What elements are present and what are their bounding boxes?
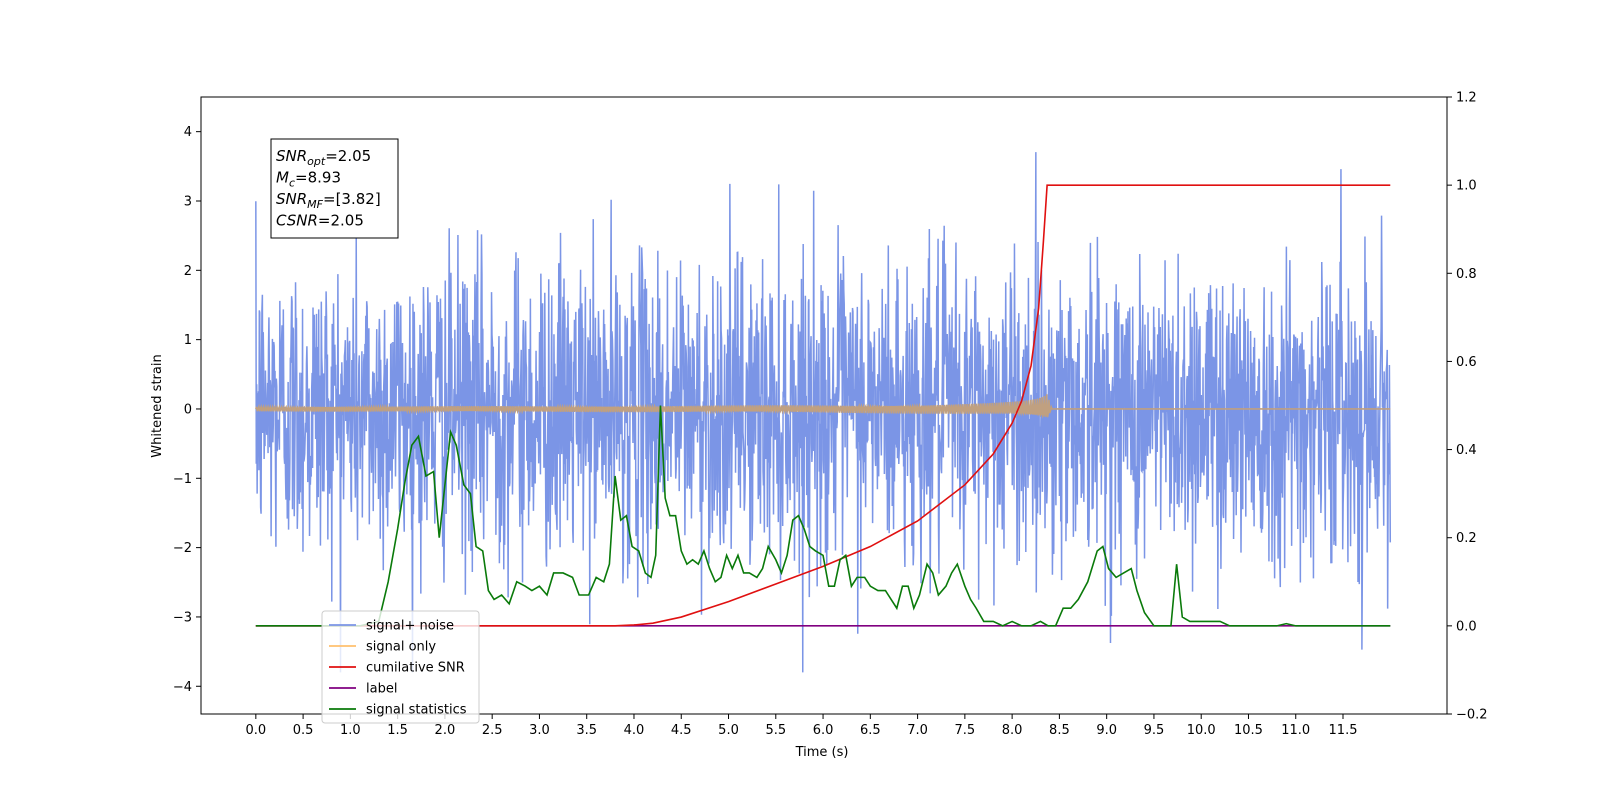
y-axis-label: Whitened strain [150, 354, 165, 457]
x-tick-label: 7.5 [955, 723, 976, 738]
x-tick-label: 10.0 [1187, 723, 1216, 738]
x-tick-label: 3.5 [576, 723, 597, 738]
x-tick-label: 0.0 [245, 723, 266, 738]
legend-label: signal only [366, 640, 436, 655]
x-tick-label: 0.5 [293, 723, 314, 738]
x-tick-label: 5.0 [718, 723, 739, 738]
series-signal-only [255, 394, 1391, 419]
x-tick-label: 2.0 [435, 723, 456, 738]
series-signal-statistics [255, 405, 1391, 627]
annotation-frame [270, 138, 399, 239]
x-tick-label: 6.0 [813, 723, 834, 738]
legend-frame [321, 610, 480, 724]
x-tick-label: 6.5 [860, 723, 881, 738]
x-axis: 0.0 0.5 1.0 1.5 2.0 2.5 3.0 3.5 4.0 4.5 5.0 5.5 6.0 6… [245, 714, 1357, 738]
series-signal-noise [255, 152, 1392, 673]
x-axis-label: Time (s) [795, 745, 849, 760]
annotation-line: Mc=8.93 [276, 169, 341, 190]
annotation-line: CSNR=2.05 [276, 212, 364, 230]
series-cumulative-snr [255, 184, 1391, 627]
x-tick-label: 4.5 [671, 723, 692, 738]
y2-tick-label: −0.2 [1456, 708, 1488, 723]
x-tick-label: 10.5 [1234, 723, 1263, 738]
y-tick-label: −4 [173, 680, 192, 695]
x-tick-label: 7.0 [907, 723, 928, 738]
legend-label: signal+ noise [366, 619, 454, 634]
plot-frame [200, 96, 1448, 715]
x-tick-label: 9.0 [1096, 723, 1117, 738]
x-tick-label: 8.5 [1049, 723, 1070, 738]
y-axis: −4 −3 −2 −1 0 1 2 3 4 [173, 125, 201, 695]
y-tick-label: −3 [173, 610, 192, 625]
y2-tick-label: 1.0 [1456, 179, 1477, 194]
y-tick-label: 0 [184, 402, 192, 417]
annotation-line: SNRMF=[3.82] [276, 190, 381, 211]
x-tick-label: 8.0 [1002, 723, 1023, 738]
x-tick-label: 2.5 [482, 723, 503, 738]
legend-label: label [366, 682, 397, 697]
y-tick-label: 1 [184, 333, 192, 348]
legend-label: cumilative SNR [366, 661, 465, 676]
x-tick-label: 3.0 [529, 723, 550, 738]
y2-axis: −0.2 0.0 0.2 0.4 0.6 0.8 1.0 1.2 [1447, 91, 1488, 723]
x-tick-label: 1.0 [340, 723, 361, 738]
y-tick-label: −2 [173, 541, 192, 556]
y2-tick-label: 0.0 [1456, 619, 1477, 634]
y2-tick-label: 0.2 [1456, 531, 1477, 546]
y2-tick-label: 0.4 [1456, 443, 1477, 458]
x-tick-label: 11.5 [1329, 723, 1358, 738]
annotation-line: SNRopt=2.05 [276, 147, 371, 168]
y-tick-label: −1 [173, 472, 192, 487]
y-tick-label: 3 [184, 194, 192, 209]
y-tick-label: 4 [184, 125, 192, 140]
x-tick-label: 4.0 [624, 723, 645, 738]
y2-tick-label: 0.6 [1456, 355, 1477, 370]
y-tick-label: 2 [184, 264, 192, 279]
legend-label: signal statistics [366, 703, 467, 718]
y2-tick-label: 0.8 [1456, 267, 1477, 282]
x-tick-label: 5.5 [765, 723, 786, 738]
y2-tick-label: 1.2 [1456, 91, 1477, 106]
x-tick-label: 9.5 [1144, 723, 1165, 738]
legend: signal+ noise signal only cumilative SNR la… [321, 610, 480, 724]
x-tick-label: 1.5 [387, 723, 408, 738]
x-tick-label: 11.0 [1281, 723, 1310, 738]
